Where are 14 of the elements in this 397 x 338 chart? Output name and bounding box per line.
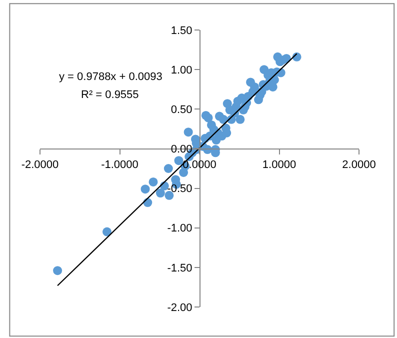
- y-tick-label: 0.50: [170, 104, 192, 116]
- y-tick-label: -1.50: [167, 262, 192, 274]
- y-tick-label: -2.00: [167, 302, 192, 314]
- y-tick-label: 0.00: [170, 144, 192, 156]
- x-tick-label: -2.0000: [21, 158, 59, 171]
- y-tick-label: -0.50: [167, 183, 192, 196]
- y-tick-label: 1.50: [170, 24, 192, 37]
- y-tick-label: -1.00: [167, 222, 192, 235]
- x-tick-label: -1.0000: [101, 158, 138, 171]
- annotation: y = 0.9788x + 0.0093: [59, 71, 162, 83]
- y-tick-label: 1.00: [170, 64, 192, 76]
- x-tick-label: 1.0000: [262, 158, 296, 171]
- x-tick-label: 2.0000: [342, 158, 376, 171]
- annotation: R² = 0.9555: [81, 89, 139, 101]
